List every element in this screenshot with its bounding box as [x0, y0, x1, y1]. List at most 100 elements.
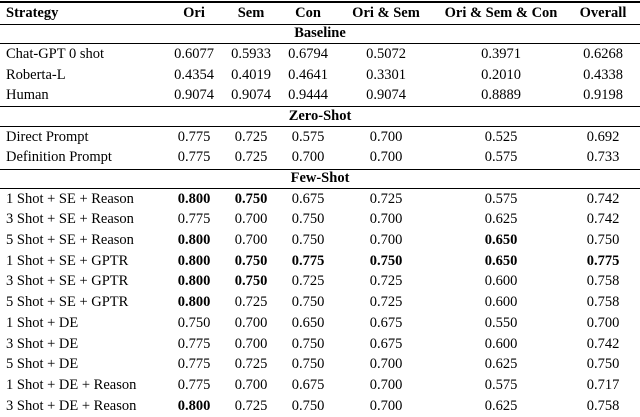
section-header-row: Few-Shot [0, 169, 640, 189]
value-cell: 0.625 [484, 397, 518, 414]
value-cell: 0.775 [177, 149, 211, 166]
value-cell: 0.5933 [231, 45, 271, 62]
strategy-cell: 1 Shot + DE [6, 314, 79, 331]
value-cell: 0.750 [234, 190, 268, 207]
section-header-row: Baseline [0, 24, 640, 44]
value-cell: 0.700 [369, 376, 403, 393]
value-cell: 0.775 [177, 356, 211, 373]
value-cell: 0.525 [484, 128, 518, 145]
value-cell: 0.700 [586, 314, 620, 331]
value-cell: 0.700 [234, 314, 268, 331]
value-cell: 0.775 [177, 335, 211, 352]
value-cell: 0.6268 [583, 45, 623, 62]
value-cell: 0.2010 [481, 66, 521, 83]
table-row: 3 Shot + SE + Reason 0.775 0.700 0.750 0.700… [0, 210, 640, 231]
value-cell: 0.9198 [583, 87, 623, 104]
strategy-cell: 3 Shot + DE [6, 335, 79, 352]
value-cell: 0.758 [586, 273, 620, 290]
table-row: Human 0.9074 0.9074 0.9444 0.9074 0.8889 0.919… [0, 86, 640, 107]
value-cell: 0.800 [177, 190, 211, 207]
value-cell: 0.4338 [583, 66, 623, 83]
value-cell: 0.725 [234, 149, 268, 166]
value-cell: 0.725 [234, 294, 268, 311]
value-cell: 0.3971 [481, 45, 521, 62]
table-row: Direct Prompt 0.775 0.725 0.575 0.700 0.525 0.… [0, 127, 640, 148]
value-cell: 0.750 [586, 232, 620, 249]
value-cell: 0.575 [484, 376, 518, 393]
strategy-cell: Chat-GPT 0 shot [6, 45, 105, 62]
value-cell: 0.725 [234, 128, 268, 145]
strategy-cell: 1 Shot + SE + Reason [6, 190, 134, 207]
value-cell: 0.4354 [174, 66, 214, 83]
column-header-overall: Overall [579, 4, 627, 21]
value-cell: 0.750 [234, 273, 268, 290]
value-cell: 0.800 [177, 252, 211, 269]
table-row: 3 Shot + DE + Reason 0.800 0.725 0.750 0.700… [0, 396, 640, 417]
value-cell: 0.675 [369, 314, 403, 331]
value-cell: 0.575 [484, 190, 518, 207]
value-cell: 0.700 [369, 356, 403, 373]
value-cell: 0.750 [234, 252, 268, 269]
value-cell: 0.700 [369, 128, 403, 145]
value-cell: 0.600 [484, 273, 518, 290]
column-header-ori: Ori [183, 4, 205, 21]
value-cell: 0.750 [291, 294, 325, 311]
value-cell: 0.575 [484, 149, 518, 166]
value-cell: 0.675 [291, 376, 325, 393]
value-cell: 0.775 [586, 252, 620, 269]
value-cell: 0.6077 [174, 45, 214, 62]
value-cell: 0.700 [291, 149, 325, 166]
value-cell: 0.9074 [174, 87, 214, 104]
value-cell: 0.750 [291, 356, 325, 373]
value-cell: 0.800 [177, 294, 211, 311]
value-cell: 0.800 [177, 397, 211, 414]
value-cell: 0.775 [291, 252, 325, 269]
value-cell: 0.750 [291, 211, 325, 228]
strategy-cell: Human [6, 87, 49, 104]
value-cell: 0.6794 [288, 45, 328, 62]
strategy-cell: 1 Shot + SE + GPTR [6, 252, 129, 269]
value-cell: 0.625 [484, 356, 518, 373]
table-row: 3 Shot + DE 0.775 0.700 0.750 0.675 0.600 0.74… [0, 334, 640, 355]
strategy-cell: Direct Prompt [6, 128, 89, 145]
strategy-cell: Roberta-L [6, 66, 66, 83]
value-cell: 0.9074 [231, 87, 271, 104]
table-row: 1 Shot + SE + GPTR 0.800 0.750 0.775 0.750 0.… [0, 251, 640, 272]
strategy-cell: 3 Shot + DE + Reason [6, 397, 137, 414]
value-cell: 0.692 [586, 128, 620, 145]
value-cell: 0.600 [484, 294, 518, 311]
table-row: 1 Shot + SE + Reason 0.800 0.750 0.675 0.725… [0, 189, 640, 210]
value-cell: 0.775 [177, 376, 211, 393]
column-header-ori-sem-con: Ori & Sem & Con [444, 4, 558, 21]
strategy-cell: Definition Prompt [6, 149, 112, 166]
table-row: Definition Prompt 0.775 0.725 0.700 0.700 0.5… [0, 148, 640, 169]
value-cell: 0.3301 [366, 66, 406, 83]
section-label: Few-Shot [290, 170, 350, 186]
value-cell: 0.650 [484, 232, 518, 249]
header-row: Strategy Ori Sem Con Ori & Sem Ori & Sem & Co… [0, 2, 640, 25]
value-cell: 0.675 [369, 335, 403, 352]
value-cell: 0.800 [177, 273, 211, 290]
value-cell: 0.9444 [288, 87, 328, 104]
value-cell: 0.725 [369, 294, 403, 311]
value-cell: 0.700 [234, 232, 268, 249]
value-cell: 0.725 [369, 190, 403, 207]
value-cell: 0.758 [586, 397, 620, 414]
strategy-cell: 5 Shot + DE [6, 356, 79, 373]
strategy-cell: 5 Shot + SE + Reason [6, 232, 134, 249]
section-header-row: Zero-Shot [0, 106, 640, 127]
value-cell: 0.4019 [231, 66, 271, 83]
value-cell: 0.725 [234, 397, 268, 414]
value-cell: 0.725 [369, 273, 403, 290]
value-cell: 0.700 [234, 211, 268, 228]
value-cell: 0.700 [234, 376, 268, 393]
column-header-con: Con [295, 4, 321, 21]
section-label: Baseline [294, 25, 346, 42]
value-cell: 0.700 [369, 211, 403, 228]
value-cell: 0.4641 [288, 66, 328, 83]
value-cell: 0.733 [586, 149, 620, 166]
value-cell: 0.742 [586, 190, 620, 207]
table-row: 5 Shot + SE + Reason 0.800 0.700 0.750 0.700… [0, 231, 640, 252]
strategy-cell: 3 Shot + SE + Reason [6, 211, 134, 228]
